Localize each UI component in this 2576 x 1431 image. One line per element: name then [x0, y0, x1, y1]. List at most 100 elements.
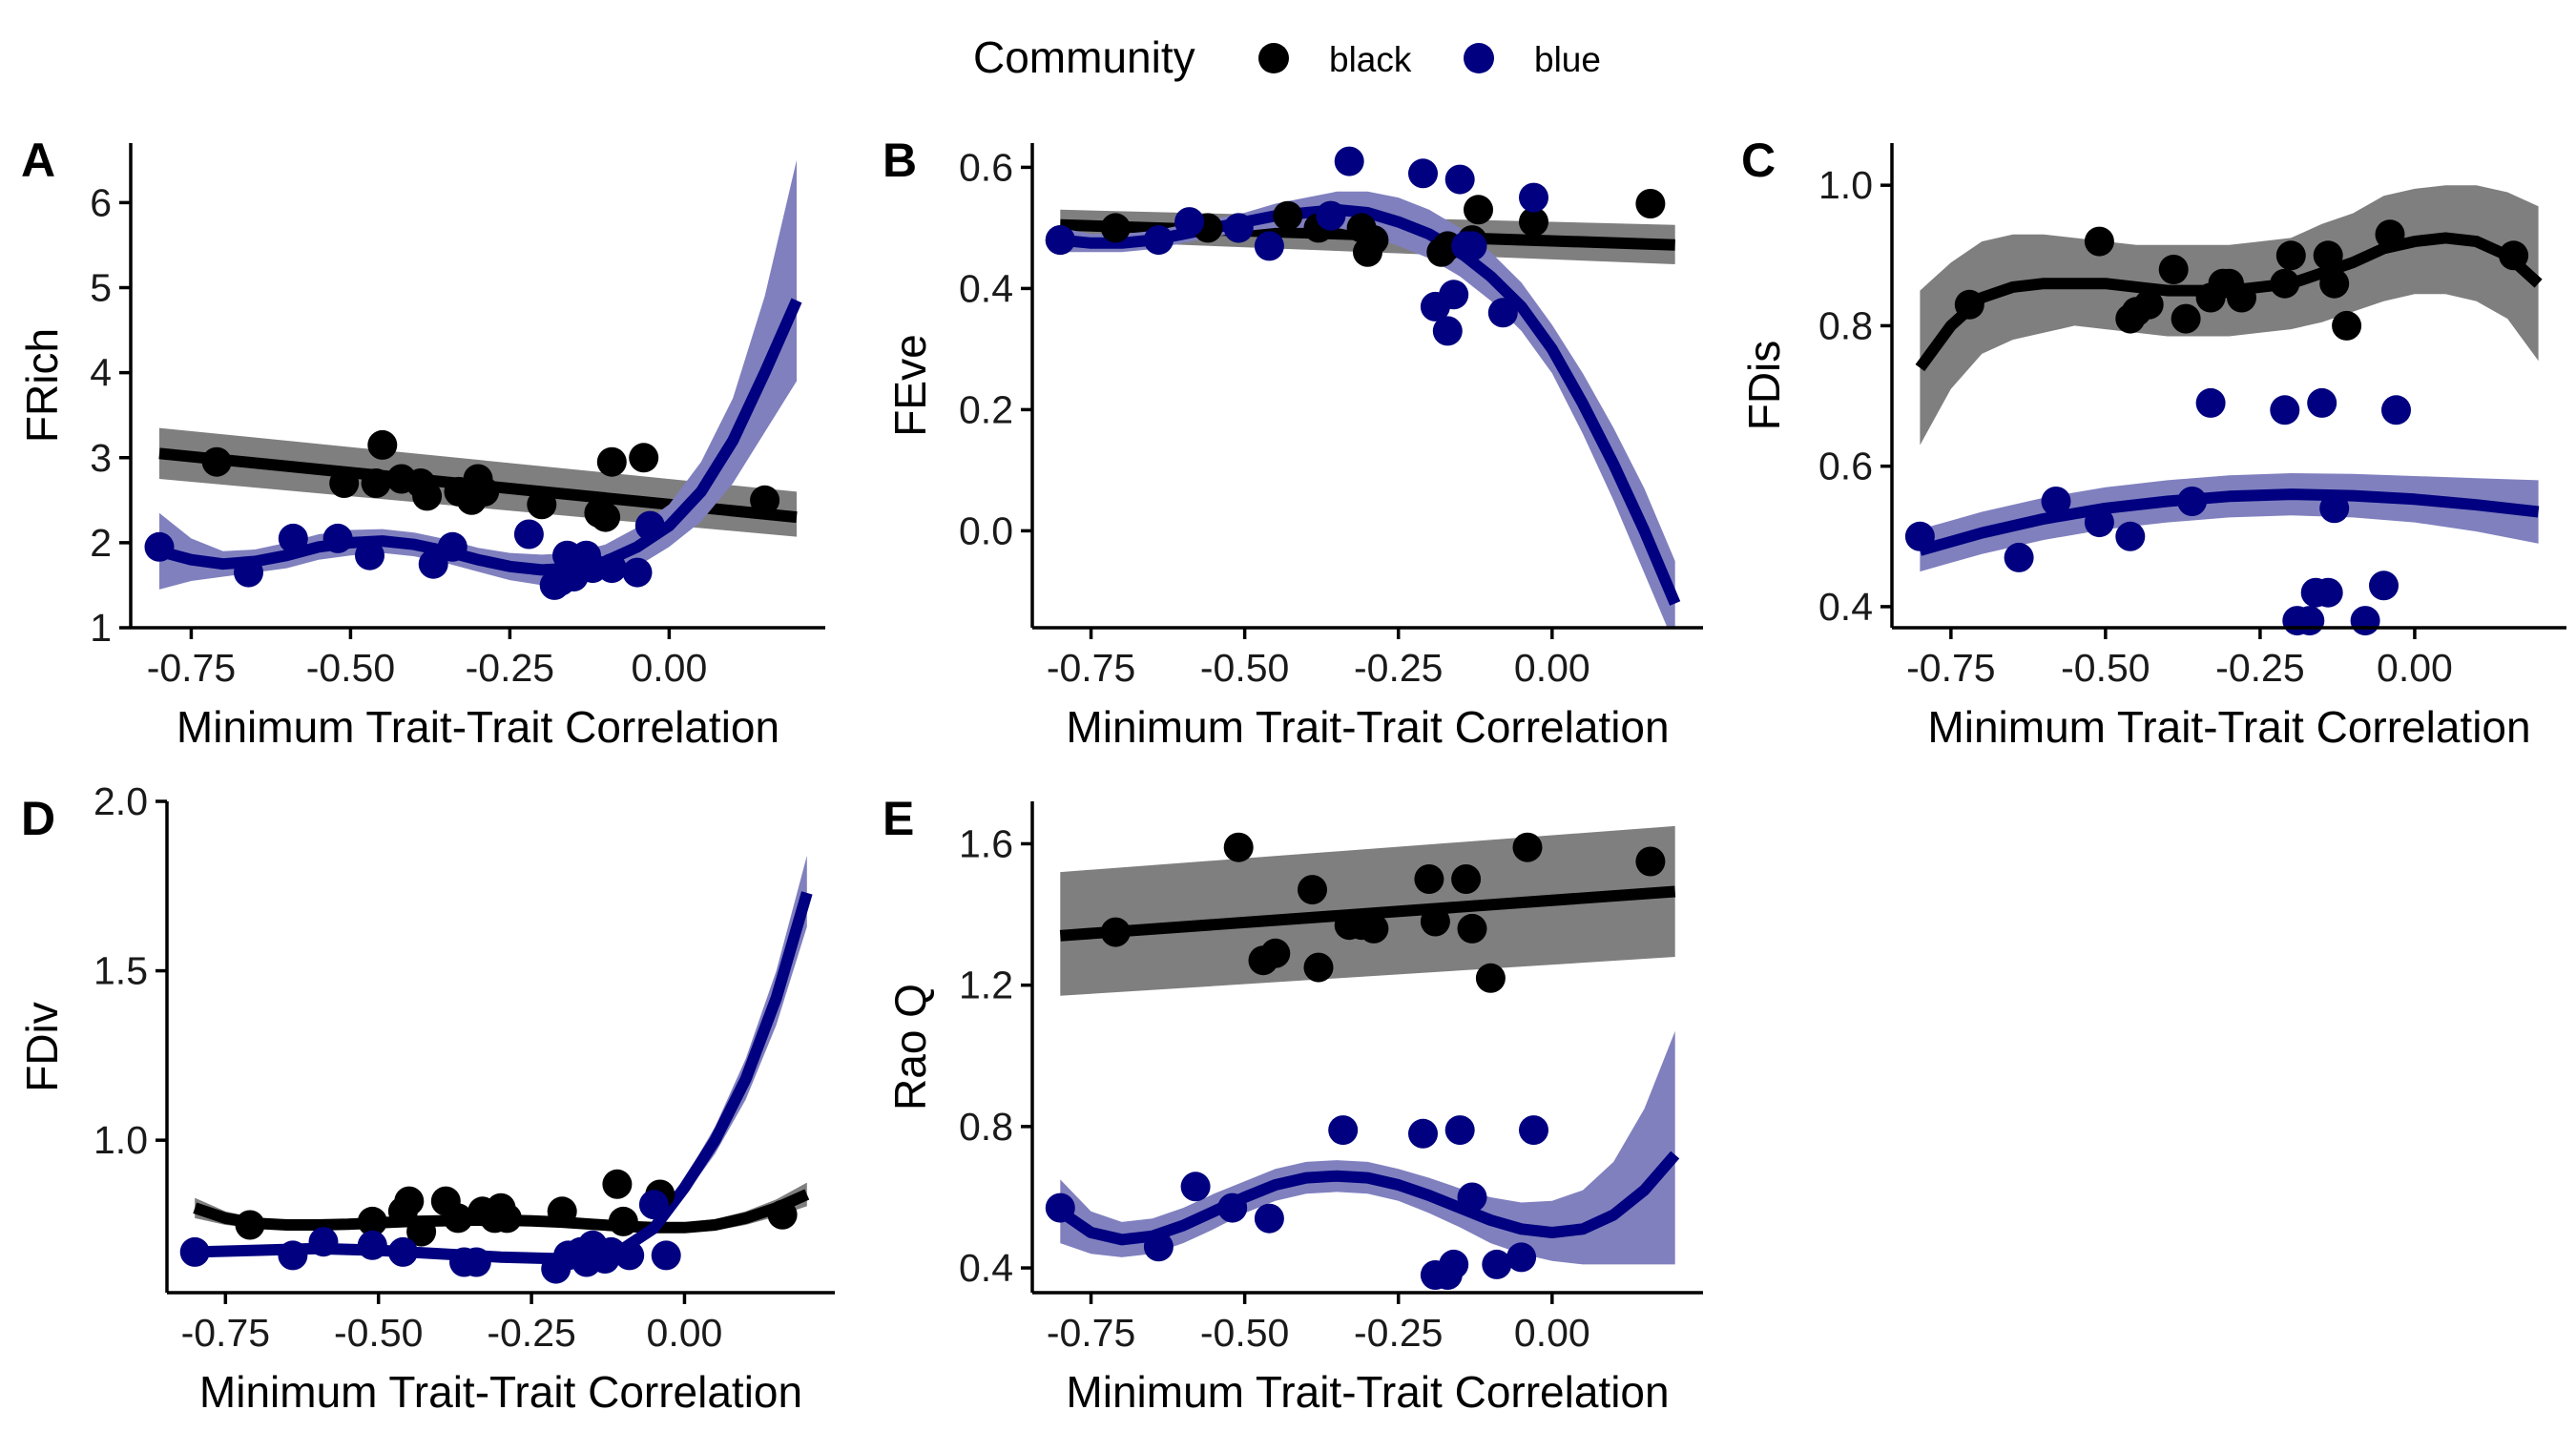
y-tick-label: 0.6 — [1818, 445, 1873, 488]
y-tick-label: 0.6 — [959, 145, 1013, 189]
data-point-blue — [638, 1190, 669, 1220]
data-point-blue — [1316, 200, 1346, 231]
data-point-blue — [1254, 231, 1284, 261]
data-point-black — [329, 468, 360, 498]
data-point-blue — [2041, 487, 2071, 516]
data-point-black — [602, 1169, 633, 1199]
data-point-blue — [308, 1227, 339, 1257]
y-axis-title: FDiv — [17, 1002, 67, 1092]
data-point-black — [2270, 268, 2300, 299]
data-point-blue — [234, 557, 263, 588]
data-point-blue — [1254, 1203, 1284, 1234]
data-point-black — [1512, 832, 1543, 862]
data-point-blue — [1482, 1249, 1512, 1279]
data-point-black — [2171, 303, 2201, 334]
x-tick-label: 0.00 — [1514, 1311, 1590, 1355]
x-tick-label: -0.75 — [1047, 646, 1135, 690]
y-tick-label: 0.4 — [959, 1246, 1013, 1290]
legend: Community black blue — [973, 32, 1601, 82]
y-tick-label: 0.2 — [959, 387, 1013, 431]
data-point-blue — [1506, 1242, 1537, 1273]
data-point-blue — [1432, 316, 1463, 346]
data-point-blue — [1223, 213, 1254, 243]
x-tick-label: 0.00 — [1514, 646, 1590, 690]
panel-a: A -0.75 -0.50 -0.25 0.00 1 2 3 4 5 6 Minimum Trait-… — [17, 134, 825, 752]
data-point-blue — [2319, 493, 2350, 524]
x-tick-label: -0.50 — [1200, 646, 1289, 690]
data-point-blue — [596, 553, 627, 584]
data-point-blue — [2381, 395, 2411, 425]
legend-label-blue: blue — [1534, 40, 1601, 79]
data-point-black — [412, 481, 443, 511]
data-point-black — [491, 1203, 522, 1234]
y-tick-label: 6 — [90, 180, 112, 224]
data-point-black — [1635, 189, 1666, 218]
data-point-black — [1464, 195, 1493, 225]
x-tick-label: -0.75 — [181, 1311, 270, 1355]
data-point-blue — [1439, 1249, 1469, 1279]
data-point-black — [527, 489, 557, 520]
legend-label-black: black — [1329, 40, 1412, 79]
data-point-blue — [2350, 606, 2380, 636]
x-tick-label: -0.25 — [466, 646, 554, 690]
data-point-blue — [437, 531, 467, 562]
data-point-black — [2133, 289, 2164, 320]
data-point-blue — [1328, 1115, 1359, 1146]
data-point-black — [629, 443, 659, 473]
panel-b: B -0.75 -0.50 -0.25 0.00 0.0 0.2 0.4 0.6 Minimum … — [883, 134, 1703, 752]
plot-area — [1056, 825, 1680, 1265]
y-axis-title: Rao Q — [885, 984, 935, 1110]
data-point-blue — [1487, 298, 1518, 328]
data-point-blue — [144, 531, 175, 562]
data-point-black — [367, 429, 398, 460]
data-point-blue — [1457, 1182, 1487, 1213]
fit-line-blue — [1059, 203, 1681, 606]
y-tick-label: 1.5 — [93, 949, 148, 993]
panel-e: E -0.75 -0.50 -0.25 0.00 0.4 0.8 1.2 1.6 Minimum … — [883, 792, 1703, 1417]
data-point-blue — [2307, 387, 2337, 418]
data-point-blue — [1217, 1192, 1248, 1223]
data-point-black — [1414, 864, 1444, 894]
data-point-blue — [614, 1240, 645, 1271]
y-tick-label: 1.6 — [959, 821, 1013, 865]
data-point-black — [1359, 225, 1389, 256]
data-point-black — [1100, 917, 1131, 947]
data-point-blue — [2270, 395, 2300, 425]
data-point-black — [1359, 913, 1389, 944]
data-point-blue — [2177, 487, 2208, 516]
data-point-blue — [2115, 521, 2146, 551]
data-point-blue — [1045, 1192, 1075, 1223]
data-point-black — [1298, 875, 1327, 905]
x-tick-label: -0.25 — [487, 1311, 575, 1355]
data-point-black — [1303, 952, 1334, 983]
data-point-blue — [1444, 1115, 1475, 1146]
data-point-black — [2499, 240, 2529, 271]
data-point-black — [1451, 864, 1482, 894]
data-point-blue — [2004, 542, 2034, 572]
data-point-blue — [355, 540, 384, 570]
panel-tag: E — [883, 792, 914, 845]
y-tick-label: 4 — [90, 351, 112, 395]
data-point-blue — [1519, 1115, 1548, 1146]
panel-d: D -0.75 -0.50 -0.25 0.00 1.0 1.5 2.0 Minimum Tra… — [17, 779, 835, 1417]
x-tick-label: 0.00 — [631, 646, 707, 690]
data-point-blue — [513, 519, 544, 550]
data-point-blue — [2313, 577, 2343, 608]
x-axis-title: Minimum Trait-Trait Correlation — [1066, 1367, 1669, 1417]
legend-title: Community — [973, 32, 1195, 82]
data-point-blue — [387, 1236, 418, 1267]
x-tick-label: -0.50 — [1200, 1311, 1289, 1355]
data-point-black — [547, 1196, 577, 1227]
y-tick-label: 0.0 — [959, 508, 1013, 552]
x-tick-label: 0.00 — [2377, 646, 2453, 690]
data-point-blue — [634, 510, 665, 541]
data-point-blue — [622, 557, 653, 588]
data-point-blue — [1444, 164, 1475, 195]
y-tick-label: 0.4 — [959, 266, 1013, 310]
x-tick-label: -0.50 — [306, 646, 395, 690]
data-point-black — [767, 1199, 798, 1230]
y-tick-label: 5 — [90, 266, 112, 310]
x-tick-label: -0.75 — [147, 646, 236, 690]
data-point-blue — [278, 1240, 308, 1271]
